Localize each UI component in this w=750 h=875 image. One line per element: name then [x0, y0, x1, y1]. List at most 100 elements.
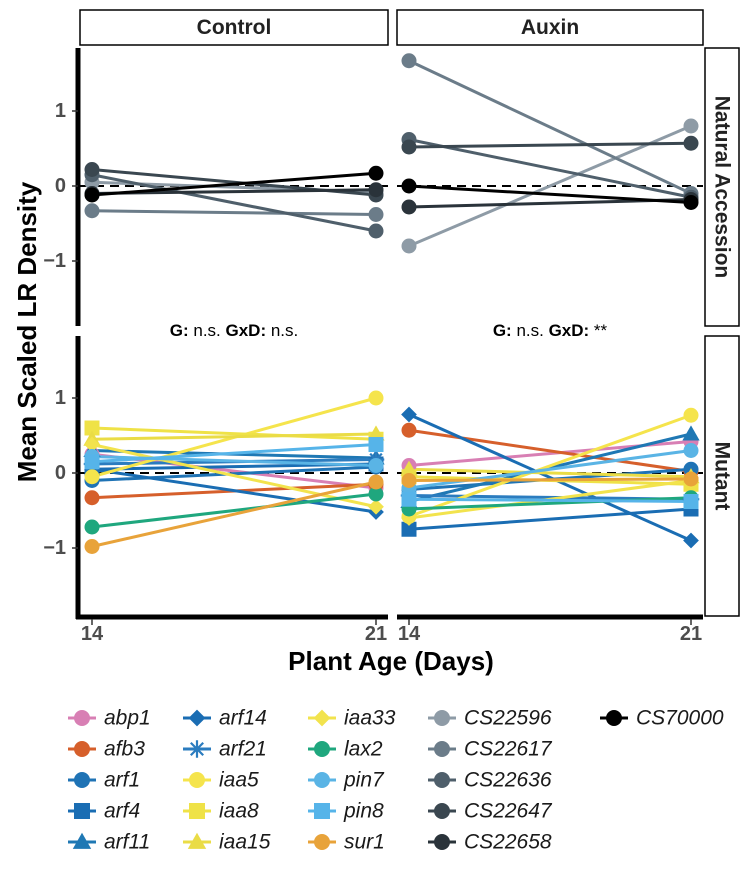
data-point-arf14-14 [401, 406, 417, 423]
legend-item-arf21: arf21 [183, 738, 267, 761]
facet-strip-control [79, 9, 389, 46]
annotation-mutant-auxin: G: n.s. GxD: ** [493, 321, 608, 340]
panel-natural-accession-auxin [397, 53, 703, 254]
data-point-cs22596-14 [401, 238, 417, 254]
legend-key-iaa33 [313, 709, 331, 727]
legend-item-arf4: arf4 [68, 800, 140, 823]
x-axis-title: Plant Age (Days) [288, 646, 494, 676]
data-point-pin7-21 [683, 443, 699, 458]
data-point-iaa15-21 [367, 425, 385, 441]
data-point-sur1-14 [84, 539, 100, 554]
legend-item-cs22647: CS22647 [428, 800, 553, 823]
series-line-arf14 [91, 467, 377, 514]
legend-key-iaa15 [187, 832, 207, 849]
legend-key-arf14 [188, 709, 206, 727]
legend-key-sur1 [314, 834, 330, 850]
legend-key-cs70000 [606, 710, 622, 726]
x-tick-label: 21 [680, 623, 702, 645]
y-tick-label: 1 [55, 387, 66, 409]
legend-label-arf14: arf14 [219, 707, 267, 730]
data-point-iaa5-21 [368, 390, 384, 406]
legend-item-lax2: lax2 [308, 738, 383, 761]
legend-key-lax2 [314, 741, 330, 757]
legend-key-pin8 [314, 803, 330, 819]
legend-item-arf11: arf11 [68, 831, 150, 854]
y-tick-label: −1 [43, 250, 66, 272]
legend-label-cs22636: CS22636 [464, 769, 552, 792]
legend-item-afb3: afb3 [68, 738, 145, 761]
data-point-cs22647-21 [683, 135, 699, 151]
series-line-arf4 [408, 507, 692, 531]
legend-key-arf1 [74, 772, 90, 788]
legend-item-cs22658: CS22658 [428, 831, 552, 854]
y-tick-label: −1 [43, 537, 66, 559]
legend-label-iaa15: iaa15 [219, 831, 271, 854]
legend-key-cs22596 [434, 710, 450, 726]
legend-key-arf11 [72, 832, 92, 849]
data-point-pin7-21 [368, 458, 384, 473]
series-line-cs70000 [91, 171, 377, 197]
x-tick-label: 14 [81, 623, 104, 645]
y-tick-label: 0 [55, 175, 66, 197]
panel-mutant-control [80, 390, 388, 554]
series-line-cs22636 [408, 138, 692, 199]
legend-key-cs22658 [434, 834, 450, 850]
legend-key-arf21 [188, 740, 206, 758]
series-line-pin8 [408, 497, 692, 503]
facet-label-mutant: Mutant [711, 442, 734, 511]
data-point-cs22636-21 [368, 223, 384, 239]
legend-item-cs22636: CS22636 [428, 769, 552, 792]
legend-key-cs22636 [434, 772, 450, 788]
x-tick-label: 14 [398, 623, 421, 645]
facet-label-auxin: Auxin [521, 16, 579, 39]
series-line-lax2 [91, 492, 377, 529]
facet-strip-auxin [396, 9, 704, 46]
y-axis-title: Mean Scaled LR Density [12, 181, 42, 482]
data-point-cs22647-14 [84, 162, 100, 177]
legend-label-arf21: arf21 [219, 738, 267, 761]
data-point-pin8-21 [368, 437, 384, 452]
data-point-lax2-14 [84, 519, 100, 535]
legend-label-sur1: sur1 [344, 831, 385, 854]
legend-key-iaa8 [189, 803, 205, 819]
series-line-cs22647 [408, 141, 692, 149]
legend-key-arf4 [74, 803, 90, 819]
legend-label-iaa5: iaa5 [219, 769, 259, 792]
data-point-iaa33-14 [84, 436, 100, 453]
data-point-pin8-14 [84, 454, 100, 470]
legend-label-afb3: afb3 [104, 738, 145, 761]
legend-key-iaa5 [189, 772, 205, 788]
series-line-arf14 [408, 413, 692, 542]
data-point-iaa33-21 [368, 498, 384, 515]
data-point-cs70000-14 [401, 178, 417, 194]
legend-item-abp1: abp1 [68, 707, 151, 730]
legend-item-iaa8: iaa8 [183, 800, 259, 823]
legend-item-cs70000: CS70000 [600, 707, 724, 730]
legend-label-lax2: lax2 [344, 738, 383, 761]
legend-item-iaa5: iaa5 [183, 769, 259, 792]
series-line-iaa8 [91, 426, 377, 441]
legend-label-cs22617: CS22617 [464, 738, 553, 761]
data-point-cs22596-21 [683, 118, 699, 134]
legend-item-iaa33: iaa33 [308, 707, 396, 730]
data-point-iaa8-14 [84, 420, 100, 436]
series-line-cs22617 [408, 59, 692, 195]
data-point-sur1-21 [683, 471, 699, 487]
data-point-lax2-21 [368, 486, 384, 502]
legend-item-pin8: pin8 [308, 800, 384, 823]
legend-label-iaa8: iaa8 [219, 800, 259, 823]
legend-item-cs22596: CS22596 [428, 707, 552, 730]
data-point-cs70000-21 [368, 165, 384, 181]
series-line-iaa33 [91, 443, 377, 509]
legend: abp1 afb3 arf1 arf4 arf11 arf14 arf21 iaa5 iaa8 i… [68, 707, 724, 854]
y-tick-label: 0 [55, 462, 66, 484]
x-tick-label: 21 [365, 623, 387, 645]
panel-mutant-auxin [397, 406, 703, 549]
data-point-pin8-21 [683, 494, 699, 509]
legend-label-arf11: arf11 [104, 831, 150, 854]
data-point-arf11-21 [682, 425, 700, 441]
data-point-cs70000-21 [683, 195, 699, 210]
data-point-sur1-21 [368, 474, 384, 490]
legend-item-sur1: sur1 [308, 831, 385, 854]
